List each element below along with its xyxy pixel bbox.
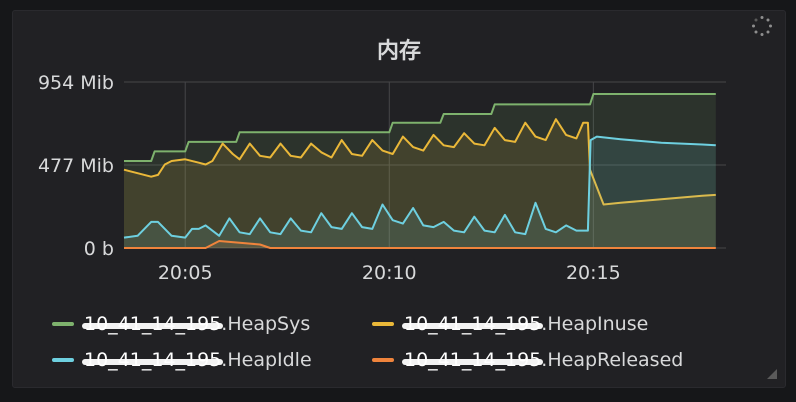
legend-swatch xyxy=(52,358,74,362)
legend-swatch xyxy=(372,358,394,362)
series-area-heapidle xyxy=(124,136,716,248)
series-area-heapreleased xyxy=(124,241,716,248)
series-line-heapreleased xyxy=(124,240,716,249)
legend-series-label: .HeapIdle xyxy=(221,349,312,371)
series-line-heapsys xyxy=(124,93,716,162)
series-line-heapinuse xyxy=(123,118,716,206)
series-line-heapidle xyxy=(123,135,716,239)
legend-host-label: 10_41_14_195 xyxy=(401,349,544,371)
x-tick-label: 20:10 xyxy=(362,262,417,284)
legend-host-label: 10_41_14_195 xyxy=(401,313,544,335)
legend-item-heapreleased[interactable]: 10_41_14_195 .HeapReleased xyxy=(372,348,683,372)
legend-item-heapsys[interactable]: 10_41_14_195 .HeapSys xyxy=(52,312,310,336)
spinner-icon xyxy=(752,16,772,36)
legend-series-label: .HeapReleased xyxy=(541,349,684,371)
legend-swatch xyxy=(372,322,394,326)
resize-handle-icon[interactable] xyxy=(767,369,777,379)
x-tick-label: 20:15 xyxy=(566,262,621,284)
legend-swatch xyxy=(52,322,74,326)
legend-host-label: 10_41_14_195 xyxy=(81,349,224,371)
legend-series-label: .HeapInuse xyxy=(541,313,649,335)
y-tick-label: 477 Mib xyxy=(38,155,114,177)
legend-series-label: .HeapSys xyxy=(221,313,311,335)
series-area-heapinuse xyxy=(124,119,716,248)
y-tick-label: 0 b xyxy=(84,238,114,260)
x-tick-label: 20:05 xyxy=(158,262,213,284)
panel-title: 内存 xyxy=(376,39,421,64)
legend-item-heapidle[interactable]: 10_41_14_195 .HeapIdle xyxy=(52,348,312,372)
legend-item-heapinuse[interactable]: 10_41_14_195 .HeapInuse xyxy=(372,312,648,336)
legend-host-label: 10_41_14_195 xyxy=(81,313,224,335)
y-tick-label: 954 Mib xyxy=(38,72,114,94)
